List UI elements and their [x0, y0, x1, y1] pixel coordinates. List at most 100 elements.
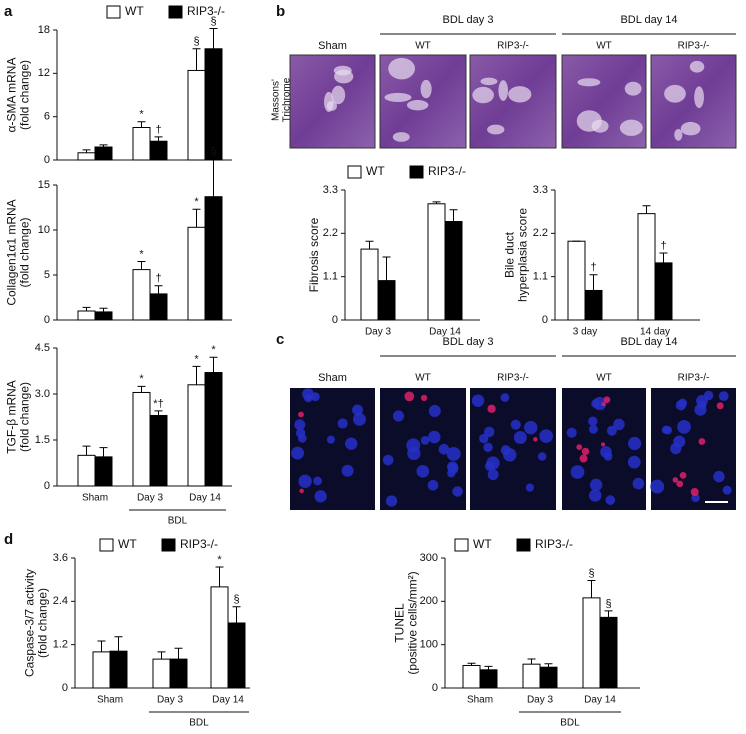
nucleus	[677, 420, 691, 434]
tissue-feature	[480, 77, 498, 86]
tissue-feature	[384, 92, 412, 102]
image-column-label: WT	[596, 41, 612, 52]
bar	[77, 454, 96, 487]
y-tick-label: 1.1	[533, 271, 548, 283]
nucleus	[428, 404, 441, 417]
image-column-label: WT	[596, 373, 612, 384]
bar	[187, 384, 206, 487]
y-tick-label: 0	[44, 314, 50, 326]
significance-mark: †	[590, 262, 596, 274]
nucleus	[452, 486, 463, 497]
image-column-label: RIP3-/-	[497, 41, 529, 52]
error-bar	[192, 365, 201, 385]
tissue-feature	[577, 78, 601, 87]
tunel-signal	[690, 487, 699, 496]
nucleus	[500, 393, 510, 402]
bar	[204, 48, 223, 161]
y-tick-label: 2.2	[323, 227, 338, 239]
tissue-feature	[689, 60, 705, 73]
y-axis-label: Fibrosis score	[307, 217, 321, 292]
error-bar	[382, 256, 391, 281]
y-axis-label: α-SMA mRNA	[5, 58, 19, 133]
bar	[204, 372, 223, 487]
nucleus	[446, 446, 461, 461]
bar	[582, 597, 601, 689]
tunel-signal	[698, 438, 706, 445]
image-group-header: BDL day 14	[620, 336, 677, 348]
image-column-label: Sham	[318, 372, 347, 384]
tunel-signal	[579, 454, 588, 463]
error-bar	[157, 651, 166, 660]
bar	[522, 663, 541, 689]
bar	[77, 152, 96, 161]
error-bar	[209, 356, 218, 373]
tissue-feature	[392, 132, 410, 142]
tunel-signal	[420, 394, 428, 402]
x-tick-label: Sham	[82, 493, 108, 504]
nucleus	[297, 434, 307, 443]
nucleus	[703, 390, 714, 401]
error-bar	[467, 662, 476, 666]
nucleus	[600, 446, 612, 458]
image-group-header: BDL day 14	[620, 14, 677, 26]
error-bar	[215, 566, 224, 587]
bar	[92, 651, 111, 689]
y-tick-label: 200	[420, 595, 438, 607]
bar	[654, 262, 673, 321]
y-axis-label: Bile duct	[503, 231, 517, 278]
x-tick-label: Day 3	[157, 695, 184, 706]
nucleus	[524, 420, 538, 435]
bar	[94, 146, 113, 161]
error-bar	[154, 410, 163, 416]
nucleus	[344, 437, 358, 450]
tunel-signal	[601, 402, 606, 407]
nucleus	[420, 436, 430, 445]
image-column-label: WT	[415, 41, 431, 52]
nucleus	[471, 394, 485, 407]
bar	[149, 293, 168, 321]
nucleus	[722, 485, 732, 495]
y-tick-label: 5	[44, 269, 50, 281]
legend-swatch	[168, 5, 183, 19]
nucleus	[382, 454, 394, 466]
y-tick-label: 100	[420, 639, 438, 651]
bar	[132, 391, 151, 487]
tunel-signal	[487, 404, 496, 413]
legend-swatch	[347, 165, 362, 179]
nucleus	[513, 431, 527, 444]
tissue-feature	[624, 81, 642, 96]
nucleus	[326, 435, 335, 444]
nucleus	[483, 442, 493, 453]
bar	[77, 310, 96, 321]
group-label: BDL	[560, 718, 580, 729]
tissue-feature	[508, 86, 532, 103]
bar	[169, 658, 188, 689]
error-bar	[137, 261, 146, 270]
nucleus	[392, 410, 405, 422]
error-bar	[527, 658, 536, 665]
nucleus	[352, 412, 366, 426]
tissue-feature	[680, 121, 701, 136]
error-bar	[432, 201, 441, 204]
tissue-feature	[334, 69, 354, 84]
nucleus	[406, 438, 421, 453]
nucleus	[632, 477, 645, 490]
y-tick-label: 300	[420, 552, 438, 564]
nucleus	[486, 456, 500, 470]
y-tick-label: 6	[44, 111, 50, 123]
nucleus	[479, 433, 489, 444]
nucleus	[313, 476, 323, 486]
y-tick-label: 0	[542, 314, 548, 326]
legend-swatch	[161, 538, 176, 552]
bar	[132, 127, 151, 161]
bar	[204, 196, 223, 321]
error-bar	[209, 158, 218, 197]
error-bar	[82, 445, 91, 456]
y-tick-label: 0	[332, 314, 338, 326]
bar	[427, 203, 446, 321]
nucleus	[337, 418, 348, 429]
y-axis-label: (fold change)	[36, 588, 50, 658]
bar	[227, 622, 246, 689]
tunel-signal	[716, 402, 724, 410]
group-label: BDL	[189, 718, 209, 729]
